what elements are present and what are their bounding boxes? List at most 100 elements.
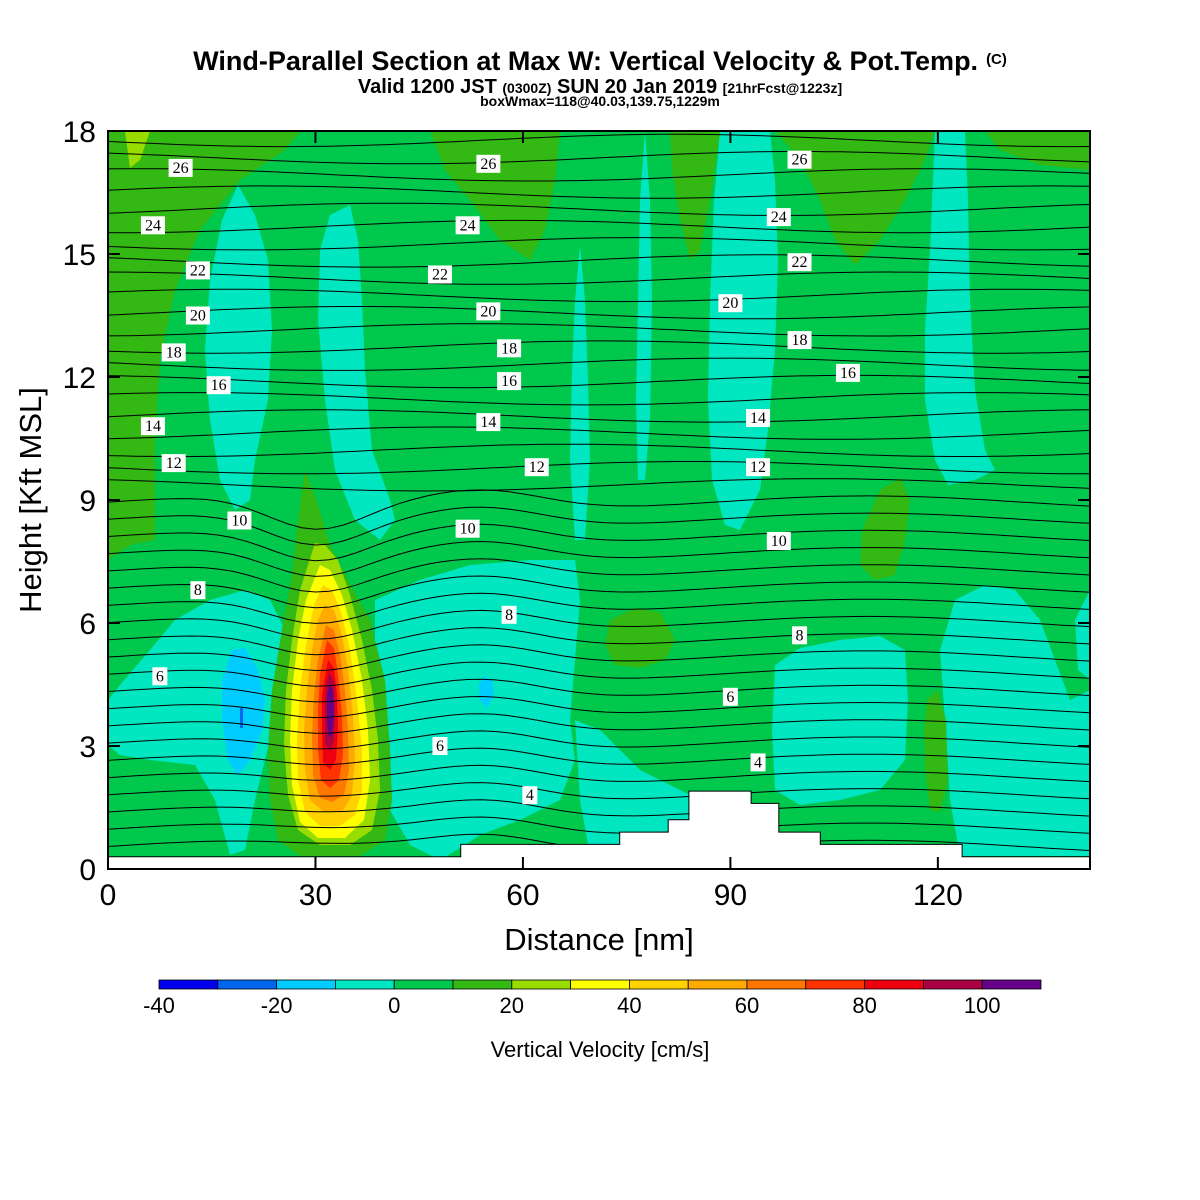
colorbar-swatch [805, 979, 865, 990]
velocity-region [570, 245, 590, 540]
isentrope-line [108, 271, 1090, 285]
isentrope-label: 18 [501, 340, 517, 357]
isentrope-label: 16 [211, 377, 227, 394]
velocity-region [108, 131, 300, 560]
colorbar-swatch [217, 979, 278, 990]
y-tick-label: 0 [79, 854, 96, 887]
isentrope-line [108, 237, 1090, 251]
isentrope-label-box [497, 339, 522, 358]
isentrope-line [108, 627, 1090, 656]
velocity-region [240, 708, 243, 728]
plot-area: 26 24 22 20 18 16 14 12 10 8 6 26 24 22 20 18 16 14 12 10 8 6… [108, 131, 1090, 869]
velocity-region [860, 478, 910, 580]
velocity-region [318, 205, 395, 540]
velocity-region [205, 185, 272, 510]
velocity-region [479, 676, 494, 708]
isentrope-label-box [432, 737, 448, 755]
colorbar-swatch [393, 979, 454, 990]
isentrope-label-box [746, 409, 771, 427]
colorbar-swatch [923, 979, 983, 990]
colorbar-tick-label: 80 [852, 993, 876, 1018]
terrain-mask [108, 790, 1090, 869]
isentrope-label-box [185, 261, 210, 280]
isentrope-label-box [206, 376, 231, 395]
isentrope-labels: 26 24 22 20 18 16 14 12 10 8 6 26 24 22 20 18 16 14 12 10 8 6… [140, 150, 860, 805]
colorbar-title: Vertical Velocity [cm/s] [491, 1037, 710, 1062]
isentrope-label-box [455, 216, 480, 235]
velocity-region [708, 131, 778, 530]
isentrope-line [108, 592, 1090, 624]
isentrope-line [108, 816, 1090, 834]
colorbar: -40 -20 0 20 40 60 80 100 [143, 979, 1042, 1018]
isentrope-line [108, 644, 1090, 672]
isentrope-line [108, 185, 1090, 199]
colorbar-swatch [864, 979, 924, 990]
isentrope-line [108, 219, 1090, 234]
potential-temperature-contours [108, 133, 1090, 851]
isentrope-line [108, 558, 1090, 593]
isentrope-label-box [718, 294, 743, 313]
isentrope-label: 6 [436, 738, 444, 755]
isentrope-label-box [835, 363, 860, 382]
colorbar-tick-label: -40 [143, 993, 175, 1018]
isentrope-label-box [185, 306, 210, 325]
colorbar-swatch [334, 979, 395, 990]
isentrope-label: 20 [722, 295, 738, 312]
y-axis-title: Height [Kft MSL] [13, 387, 48, 613]
velocity-region [670, 131, 720, 260]
isentrope-label: 10 [460, 521, 476, 538]
isentrope-line [108, 678, 1090, 703]
y-tick-label: 18 [63, 116, 96, 149]
isentrope-label: 14 [480, 414, 496, 431]
isentrope-label-box [227, 511, 252, 530]
colorbar-swatch [629, 979, 689, 990]
isentrope-label: 24 [771, 209, 787, 226]
isentrope-label: 22 [190, 262, 206, 279]
colorbar-tick-label: -20 [261, 993, 293, 1018]
isentrope-label-box [140, 216, 165, 235]
isentrope-label-box [522, 786, 538, 805]
velocity-region [1075, 590, 1090, 680]
isentrope-line [108, 133, 1090, 148]
isentrope-label: 10 [771, 533, 787, 550]
isentrope-label: 12 [166, 455, 182, 472]
isentrope-label: 26 [480, 156, 496, 173]
isentrope-label-box [152, 667, 168, 686]
isentrope-label: 14 [750, 410, 766, 427]
isentrope-line [108, 288, 1090, 303]
isentrope-label: 4 [526, 787, 534, 804]
isentrope-label-box [427, 265, 452, 284]
isentrope-line [108, 409, 1090, 423]
isentrope-line [108, 426, 1090, 440]
isentrope-label: 8 [796, 627, 804, 644]
isentrope-label: 24 [460, 217, 476, 234]
isentrope-label: 22 [432, 267, 448, 284]
isentrope-line [108, 747, 1090, 766]
isentrope-label: 16 [840, 365, 856, 382]
colorbar-swatch [570, 979, 630, 990]
isentrope-line [108, 151, 1090, 165]
isentrope-line [108, 540, 1090, 577]
y-tick-label: 3 [79, 731, 96, 764]
isentrope-line [108, 661, 1090, 687]
isentrope-label-box [787, 150, 812, 169]
isentrope-label-box [746, 458, 771, 477]
isentrope-label-box [497, 372, 522, 391]
isentrope-label-box [168, 158, 193, 177]
isentrope-label: 20 [190, 308, 206, 325]
isentrope-label: 26 [173, 160, 189, 177]
x-axis: 0 30 60 90 120 [100, 131, 963, 912]
isentrope-line [108, 478, 1090, 492]
colorbar-tick-label: 100 [964, 993, 1001, 1018]
isentrope-label: 26 [792, 152, 808, 169]
isentrope-line [108, 340, 1090, 354]
velocity-region [985, 131, 1090, 170]
isentrope-label: 18 [166, 344, 182, 361]
isentrope-line [108, 782, 1090, 800]
isentrope-label-box [766, 208, 791, 227]
isentrope-label: 6 [726, 689, 734, 706]
isentrope-line [108, 575, 1090, 609]
isentrope-label: 10 [231, 513, 247, 530]
isentrope-line [108, 392, 1090, 406]
isentrope-label-box [140, 417, 165, 436]
